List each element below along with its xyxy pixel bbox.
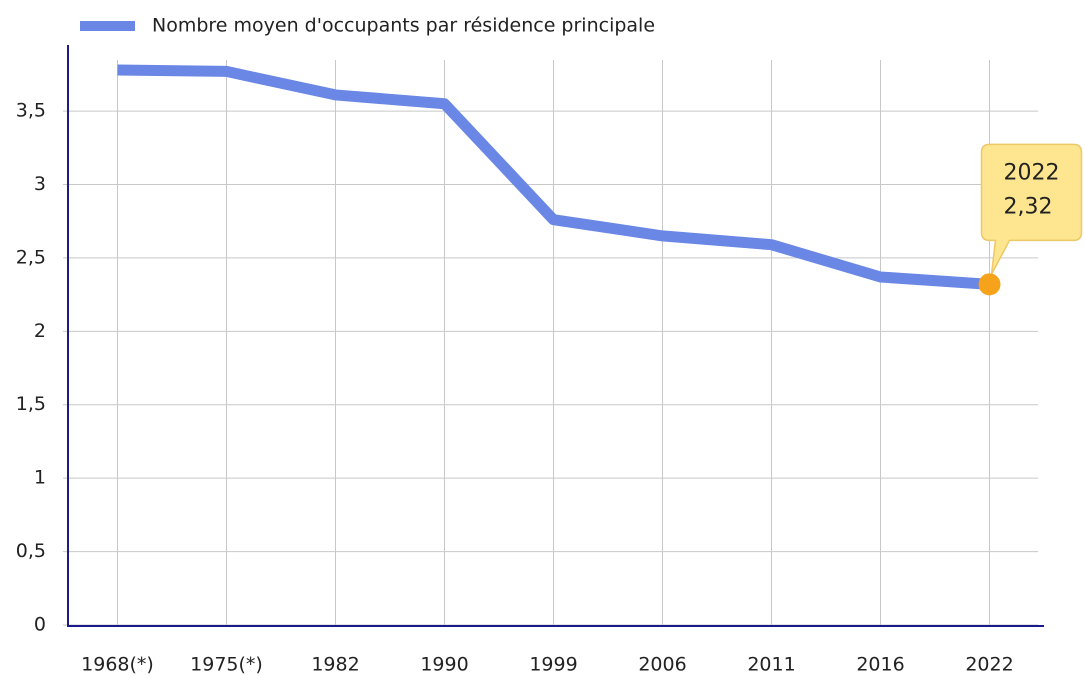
highlight-point (978, 273, 1001, 296)
x-tick-label: 1990 (420, 654, 468, 676)
y-tick-label: 1 (34, 467, 46, 489)
x-tick-label: 1968(*) (81, 654, 154, 676)
y-tick-label: 3 (34, 173, 46, 195)
x-tick-label: 2016 (856, 654, 904, 676)
x-tick-label: 2011 (747, 654, 795, 676)
x-tick-label: 1975(*) (190, 654, 263, 676)
y-tick-label: 2 (34, 320, 46, 342)
legend-label: Nombre moyen d'occupants par résidence p… (152, 15, 655, 37)
series-line (117, 64, 990, 290)
grid (63, 60, 1038, 626)
y-tick-label: 0 (34, 614, 46, 636)
y-tick-label: 1,5 (16, 393, 46, 415)
y-tick-label: 3,5 (16, 100, 46, 122)
x-tick-label: 1999 (529, 654, 577, 676)
tooltip-box (980, 143, 1083, 275)
tooltip-category: 2022 (1004, 160, 1060, 185)
x-tick-label: 1982 (311, 654, 359, 676)
x-tick-label: 2022 (965, 654, 1013, 676)
tooltip-value: 2,32 (1004, 194, 1053, 219)
y-tick-label: 0,5 (16, 540, 46, 562)
y-tick-label: 2,5 (16, 246, 46, 268)
legend: Nombre moyen d'occupants par résidence p… (80, 15, 655, 37)
x-tick-label: 2006 (638, 654, 686, 676)
